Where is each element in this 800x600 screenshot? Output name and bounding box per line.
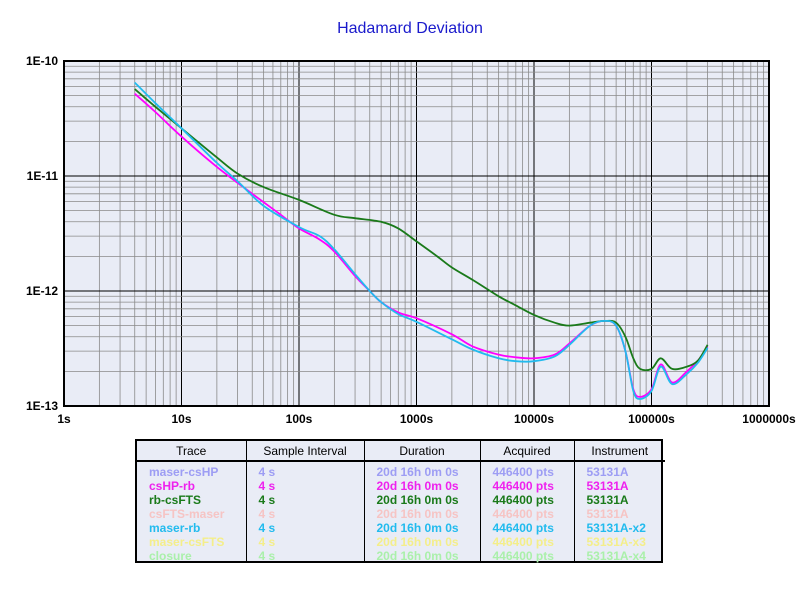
legend-cell-trace: csHP-rb [137, 479, 247, 493]
legend-column-header: Acquired [480, 441, 575, 462]
legend-cell-interval: 4 s [246, 493, 365, 507]
series-line-maser-rb [134, 81, 709, 400]
legend-cell-duration: 20d 16h 0m 0s [364, 521, 481, 535]
x-tick-label: 10000s [514, 412, 554, 426]
y-tick-label: 1E-13 [26, 399, 58, 413]
legend-header-row: Trace Sample Interval Duration Acquired Inst… [137, 441, 665, 462]
legend-row: rb-csFTS 4 s 20d 16h 0m 0s 446400 pts 53131A [137, 493, 665, 507]
legend-cell-interval: 4 s [246, 549, 365, 563]
legend-column-header: Sample Interval [246, 441, 365, 462]
legend-cell-acquired: 446400 pts [480, 507, 575, 521]
legend-cell-instrument: 53131A [586, 479, 629, 493]
chart-title: Hadamard Deviation [337, 20, 483, 37]
legend-cell-instrument: 53131A-x4 [586, 549, 646, 563]
x-tick-label: 1000000s [742, 412, 796, 426]
legend-cell-trace: maser-csFTS [137, 535, 247, 549]
x-tick-label: 10s [171, 412, 191, 426]
legend-cell-instrument: 53131A-x2 [586, 521, 646, 535]
legend-cell-duration: 20d 16h 0m 0s [364, 461, 481, 479]
y-axis: 1E-10 1E-11 1E-12 1E-13 [26, 54, 58, 413]
legend-cell-instrument: 53131A [586, 465, 629, 479]
y-tick-label: 1E-12 [26, 284, 58, 298]
legend-cell-duration: 20d 16h 0m 0s [364, 479, 481, 493]
legend-cell-interval: 4 s [246, 507, 365, 521]
y-tick-label: 1E-11 [27, 169, 59, 183]
x-axis: 1s 10s 100s 1000s 10000s 100000s 1000000s [57, 412, 796, 426]
legend-cell-duration: 20d 16h 0m 0s [364, 549, 481, 563]
legend-cell-trace: maser-rb [137, 521, 247, 535]
y-tick-label: 1E-10 [26, 54, 58, 68]
legend-cell-interval: 4 s [246, 461, 365, 479]
legend-cell-duration: 20d 16h 0m 0s [364, 535, 481, 549]
legend-cell-acquired: 446400 pts [480, 461, 575, 479]
legend-cell-duration: 20d 16h 0m 0s [364, 507, 481, 521]
legend-cell-trace: csFTS-maser [137, 507, 247, 521]
legend-cell-trace: maser-csHP [137, 461, 247, 479]
legend-table: Trace Sample Interval Duration Acquired Inst… [135, 439, 665, 563]
series-layer [134, 81, 709, 400]
legend-cell-acquired: 446400 pts [480, 479, 575, 493]
legend-cell-instrument: 53131A-x3 [586, 535, 646, 549]
legend-row: maser-csHP 4 s 20d 16h 0m 0s 446400 pts 5313… [137, 461, 665, 479]
legend-cell-trace: rb-csFTS [137, 493, 247, 507]
x-tick-label: 1000s [400, 412, 434, 426]
legend-cell-acquired: 446400 pts [480, 549, 575, 563]
legend-cell-trace: closure [137, 549, 247, 563]
legend-row: csHP-rb 4 s 20d 16h 0m 0s 446400 pts 53131A [137, 479, 665, 493]
legend-cell-interval: 4 s [246, 535, 365, 549]
x-tick-label: 100000s [628, 412, 675, 426]
legend-cell-acquired: 446400 pts [480, 535, 575, 549]
plot-frame [63, 60, 770, 407]
legend-row: closure 4 s 20d 16h 0m 0s 446400 pts 53131A-… [137, 549, 665, 563]
legend-cell-duration: 20d 16h 0m 0s [364, 493, 481, 507]
legend-cell-instrument: 53131A [586, 507, 629, 521]
legend-column-header: Instrument [574, 441, 665, 462]
series-line-rb-csFTS [134, 88, 709, 372]
x-tick-label: 1s [57, 412, 71, 426]
legend-row: maser-rb 4 s 20d 16h 0m 0s 446400 pts 53131A… [137, 521, 665, 535]
legend-cell-instrument: 53131A [586, 493, 629, 507]
legend-cell-acquired: 446400 pts [480, 493, 575, 507]
legend-cell-acquired: 446400 pts [480, 521, 575, 535]
x-tick-label: 100s [286, 412, 313, 426]
legend-column-header: Trace [137, 441, 247, 462]
legend-cell-interval: 4 s [246, 521, 365, 535]
legend-cell-interval: 4 s [246, 479, 365, 493]
legend-row: maser-csFTS 4 s 20d 16h 0m 0s 446400 pts 531… [137, 535, 665, 549]
legend-column-header: Duration [364, 441, 481, 462]
legend-row: csFTS-maser 4 s 20d 16h 0m 0s 446400 pts 531… [137, 507, 665, 521]
